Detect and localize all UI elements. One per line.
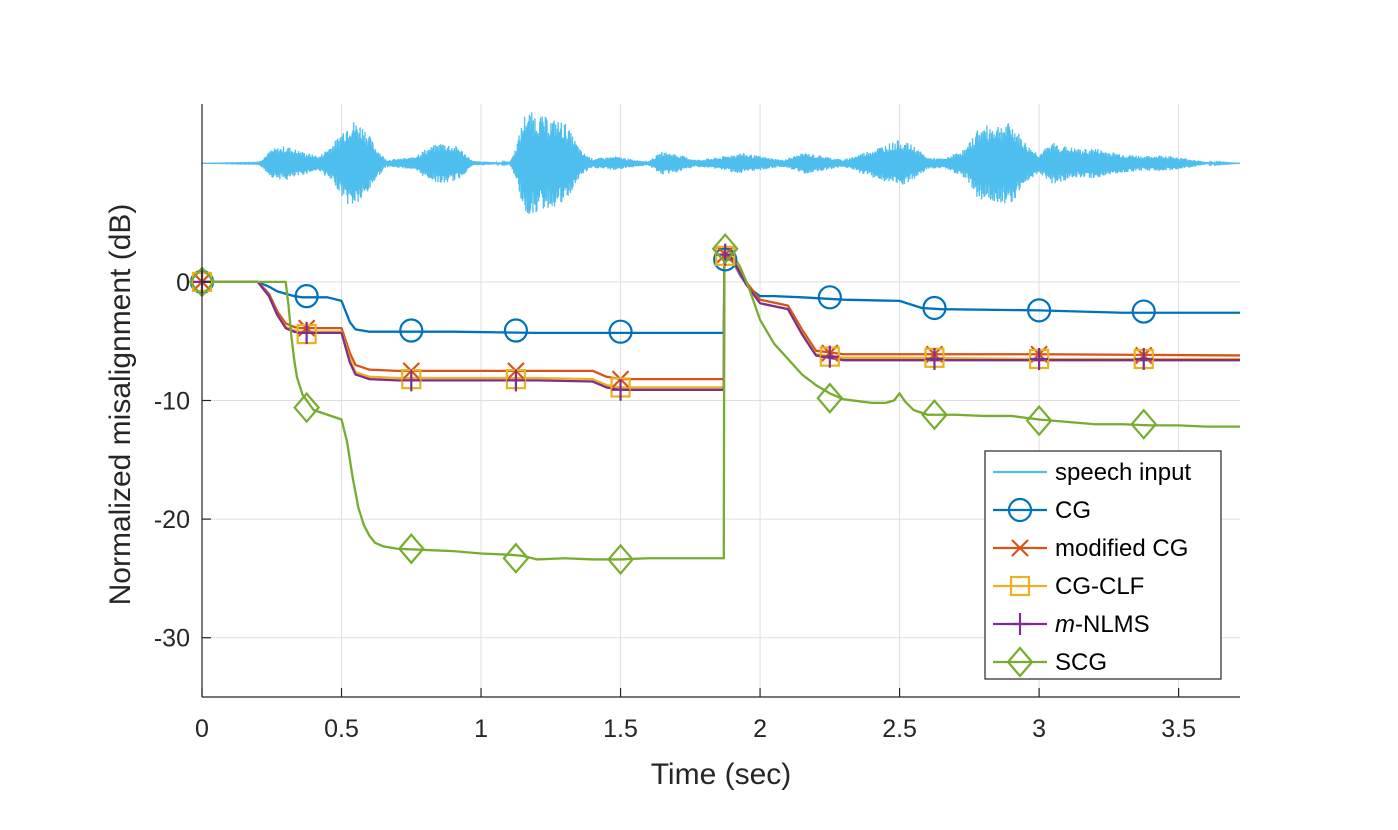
- legend-marker: [1007, 497, 1033, 523]
- legend: speech input CG modified CG CG-CLF m-NLMS SCG: [984, 450, 1222, 680]
- x-tick-label: 0: [195, 715, 209, 743]
- marker-cg: [1026, 298, 1052, 323]
- x-tick-label: 2: [753, 715, 767, 743]
- marker-scg: [711, 233, 739, 265]
- legend-label: speech input: [1055, 459, 1191, 486]
- x-tick-label: 0.5: [324, 715, 359, 743]
- x-tick-label: 3.5: [1161, 715, 1196, 743]
- x-tick-label: 2.5: [882, 715, 917, 743]
- x-axis-label: Time (sec): [651, 758, 792, 791]
- series-markers: [188, 233, 1158, 576]
- speech-input-line: [202, 112, 1241, 214]
- y-tick-label: -30: [154, 625, 190, 653]
- marker-scg: [397, 533, 425, 565]
- marker-scg: [293, 391, 321, 424]
- marker-cg: [294, 284, 319, 309]
- marker-m-nlms: [1134, 347, 1153, 370]
- legend-label: SCG: [1055, 649, 1107, 676]
- series-line-scg: [202, 246, 1240, 561]
- tick-labels: 0 0.5 1 1.5 2 2.5 3 3.5 0 -10 -20 -30: [154, 269, 1196, 743]
- y-tick-label: -10: [154, 388, 190, 416]
- legend-label: m-NLMS: [1055, 611, 1150, 638]
- marker-m-nlms: [1030, 347, 1049, 370]
- marker-scg: [502, 542, 530, 574]
- marker-m-nlms: [611, 378, 630, 401]
- x-tick-label: 1.5: [603, 715, 638, 743]
- legend-marker: [1011, 539, 1029, 557]
- marker-cg: [608, 319, 633, 344]
- legend-label: modified CG: [1055, 535, 1188, 562]
- marker-cg: [922, 295, 947, 321]
- axes: [201, 104, 1240, 698]
- marker-scg: [607, 543, 634, 576]
- legend-entry-m-nlms: m-NLMS: [993, 611, 1150, 638]
- marker-m-nlms: [925, 347, 944, 370]
- marker-m-nlms: [506, 369, 525, 392]
- x-tick-label: 3: [1032, 715, 1046, 743]
- legend-entry-cg: CG: [993, 497, 1091, 524]
- legend-marker: [1006, 646, 1034, 678]
- marker-m-nlms: [820, 345, 839, 368]
- x-tick-label: 1: [474, 715, 488, 743]
- marker-cg: [399, 318, 424, 343]
- legend-entry-speech-input: speech input: [993, 459, 1191, 486]
- legend-marker: [1009, 575, 1031, 597]
- legend-entry-modified-cg: modified CG: [993, 535, 1188, 562]
- grid: [201, 104, 1240, 697]
- marker-m-nlms: [402, 369, 421, 392]
- legend-marker: [1011, 613, 1029, 635]
- marker-scg: [1025, 404, 1053, 437]
- y-tick-label: 0: [176, 269, 190, 297]
- marker-cg: [817, 285, 842, 310]
- marker-cg: [503, 318, 529, 343]
- legend-entry-cg-clf: CG-CLF: [993, 573, 1144, 600]
- marker-scg: [816, 382, 844, 414]
- series-line-cg: [202, 257, 1240, 335]
- legend-entry-scg: SCG: [993, 646, 1107, 678]
- series-lines: [202, 246, 1241, 561]
- marker-cg: [1131, 299, 1156, 324]
- speech-input-waveform: [202, 112, 1241, 214]
- marker-scg: [921, 399, 948, 431]
- legend-box: [984, 450, 1222, 680]
- y-axis-label: Normalized misalignment (dB): [104, 204, 137, 606]
- marker-scg: [1130, 408, 1158, 440]
- legend-label: CG: [1055, 497, 1091, 524]
- y-tick-label: -20: [154, 506, 190, 534]
- legend-label: CG-CLF: [1055, 573, 1144, 600]
- marker-m-nlms: [297, 321, 316, 344]
